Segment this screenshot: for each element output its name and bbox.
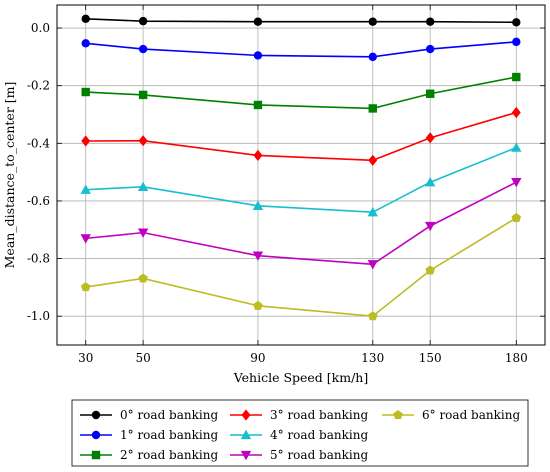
data-point [81,135,91,147]
data-point [253,17,263,26]
legend-label: 1° road banking [120,428,218,442]
data-point [80,282,91,292]
data-point [81,39,90,48]
series-line [85,146,517,213]
data-point [425,132,435,144]
series-1 [81,37,521,62]
data-point [138,44,148,54]
x-tick-label: 30 [78,351,93,365]
data-point [81,14,90,24]
legend-marker [393,410,403,420]
data-point [512,72,521,82]
x-tick-label: 50 [135,351,150,365]
series-line [85,181,517,266]
data-point [367,260,378,270]
data-point [137,181,149,191]
legend-entry: 1° road banking [80,428,218,442]
series-line [85,217,517,318]
legend-entry: 2° road banking [80,448,218,462]
data-point [511,142,522,152]
series-0 [81,14,521,27]
legend-entry: 5° road banking [230,448,368,462]
data-point [511,178,522,188]
data-point [253,300,263,310]
legend-marker [91,430,101,440]
series-group [80,14,522,321]
data-point [253,51,263,60]
legend-label: 0° road banking [120,408,218,422]
y-tick-label: -1.0 [27,309,50,323]
y-tick-label: -0.2 [27,79,50,93]
data-point [424,177,436,187]
legend-marker [91,410,101,420]
series-4 [80,142,522,217]
series-5 [80,178,522,270]
data-point [80,184,91,194]
y-tick-label: -0.4 [27,136,51,150]
data-point [137,228,149,238]
data-point [425,44,435,54]
data-point [368,17,377,26]
series-line [85,76,517,110]
data-point [368,311,378,321]
data-point [253,149,263,162]
data-point [368,154,378,166]
legend-label: 6° road banking [422,408,520,422]
legend-entry: 4° road banking [230,428,368,442]
data-point [138,16,148,26]
data-point [138,90,148,100]
data-point [512,18,521,27]
legend-label: 4° road banking [270,428,368,442]
data-point [138,135,148,147]
data-point [80,234,91,244]
x-tick-label: 130 [361,351,384,365]
legend-frame [71,399,529,467]
legend-label: 2° road banking [120,448,218,462]
data-point [252,200,264,210]
data-point [253,100,263,110]
x-axis-label: Vehicle Speed [km/h] [233,370,368,385]
legend-marker [241,409,251,421]
y-tick-label: -0.6 [27,194,50,208]
data-point [425,89,435,98]
data-point [138,273,148,283]
legend-label: 5° road banking [270,448,368,462]
legend-entry: 6° road banking [382,408,520,422]
data-point [81,87,90,97]
legend-marker [91,450,101,460]
data-point [511,212,522,222]
legend-label: 3° road banking [270,408,368,422]
data-point [368,52,377,62]
y-tick-label: 0.0 [31,21,50,35]
plot-frame [56,4,546,346]
grid-lines [57,5,545,345]
series-2 [81,72,521,113]
legend-entry: 0° road banking [80,408,218,422]
legend-marker [240,429,252,440]
y-axis-label: Mean_distance_to_center [m] [2,82,17,269]
series-line [85,18,517,24]
legend-marker [240,450,252,461]
data-point [425,265,435,275]
series-3 [81,106,521,166]
x-tick-label: 180 [505,351,528,365]
series-6 [80,212,522,321]
data-point [511,106,521,119]
legend: 0° road banking 1° road banking 2° road ba… [80,408,520,462]
legend-entry: 3° road banking [230,408,368,422]
data-point [425,17,435,26]
data-point [252,251,264,261]
x-tick-label: 90 [250,351,265,365]
y-tick-label: -0.8 [27,252,50,266]
axis-ticks: 30 50 90 130 150 180 0.0 -0.2 -0.4 -0.6 -0.8 -1.0 [27,5,545,365]
data-point [368,104,377,113]
series-line [85,111,517,162]
data-point [512,37,521,47]
x-tick-label: 150 [419,351,442,365]
data-point [367,206,378,217]
data-point [424,221,436,232]
series-line [85,41,517,58]
